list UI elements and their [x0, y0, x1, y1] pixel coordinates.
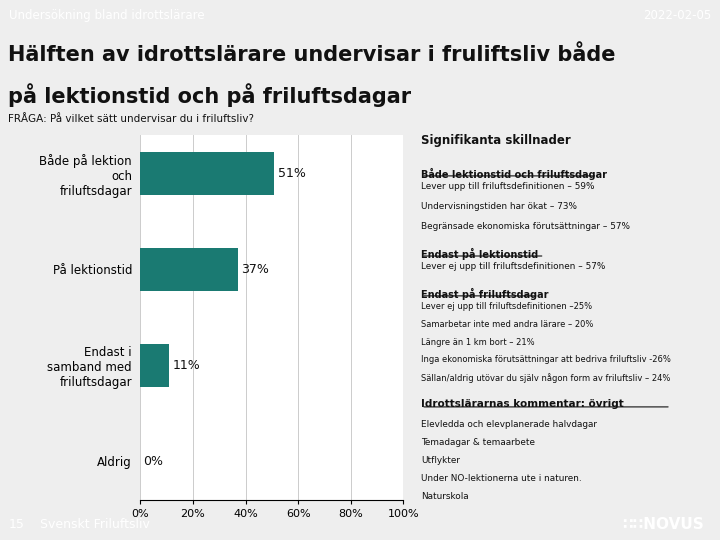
Text: Både lektionstid och friluftsdagar: Både lektionstid och friluftsdagar	[421, 168, 607, 180]
Text: 15: 15	[9, 518, 24, 531]
Bar	[140, 152, 274, 195]
Text: Under NO-lektionerna ute i naturen.: Under NO-lektionerna ute i naturen.	[421, 474, 582, 483]
Text: Hälften av idrottslärare undervisar i fruliftsliv både: Hälften av idrottslärare undervisar i fr…	[9, 45, 616, 65]
Text: Signifikanta skillnader: Signifikanta skillnader	[421, 134, 571, 147]
Text: 0%: 0%	[143, 455, 163, 468]
Text: Sällan/aldrig utövar du själv någon form av friluftsliv – 24%: Sällan/aldrig utövar du själv någon form…	[421, 373, 670, 383]
Text: 11%: 11%	[173, 359, 200, 372]
Text: Lever upp till friluftsdefinitionen – 59%: Lever upp till friluftsdefinitionen – 59…	[421, 182, 595, 191]
Text: Längre än 1 km bort – 21%: Längre än 1 km bort – 21%	[421, 338, 535, 347]
Text: Undersökning bland idrottslärare: Undersökning bland idrottslärare	[9, 9, 204, 22]
Text: på lektionstid och på friluftsdagar: på lektionstid och på friluftsdagar	[9, 83, 412, 107]
Text: Inga ekonomiska förutsättningar att bedriva friluftsliv -26%: Inga ekonomiska förutsättningar att bedr…	[421, 355, 671, 364]
Bar	[140, 343, 169, 387]
Text: Svenskt Friluftsliv: Svenskt Friluftsliv	[40, 518, 150, 531]
Text: Endast på lektionstid: Endast på lektionstid	[421, 248, 539, 260]
Text: Begränsade ekonomiska förutsättningar – 57%: Begränsade ekonomiska förutsättningar – …	[421, 222, 630, 231]
Text: Samarbetar inte med andra lärare – 20%: Samarbetar inte med andra lärare – 20%	[421, 320, 593, 329]
Text: 2022-02-05: 2022-02-05	[643, 9, 711, 22]
Text: FRÅGA: På vilket sätt undervisar du i friluftsliv?: FRÅGA: På vilket sätt undervisar du i fr…	[7, 114, 253, 124]
Text: Lever ej upp till friluftsdefinitionen –25%: Lever ej upp till friluftsdefinitionen –…	[421, 302, 593, 311]
Text: 51%: 51%	[278, 167, 305, 180]
Text: Undervisningstiden har ökat – 73%: Undervisningstiden har ökat – 73%	[421, 202, 577, 211]
Bar	[140, 248, 238, 291]
Text: Utflykter: Utflykter	[421, 456, 460, 465]
Text: Naturskola: Naturskola	[421, 492, 469, 501]
Text: 37%: 37%	[240, 263, 269, 276]
Text: ∷∷NOVUS: ∷∷NOVUS	[622, 517, 704, 532]
Text: Elevledda och elevplanerade halvdagar: Elevledda och elevplanerade halvdagar	[421, 420, 597, 429]
Text: Temadagar & temaarbete: Temadagar & temaarbete	[421, 438, 535, 447]
Text: Endast på friluftsdagar: Endast på friluftsdagar	[421, 288, 549, 300]
Text: Lever ej upp till friluftsdefinitionen – 57%: Lever ej upp till friluftsdefinitionen –…	[421, 262, 606, 271]
Text: Idrottslärarnas kommentar: övrigt: Idrottslärarnas kommentar: övrigt	[421, 399, 624, 409]
